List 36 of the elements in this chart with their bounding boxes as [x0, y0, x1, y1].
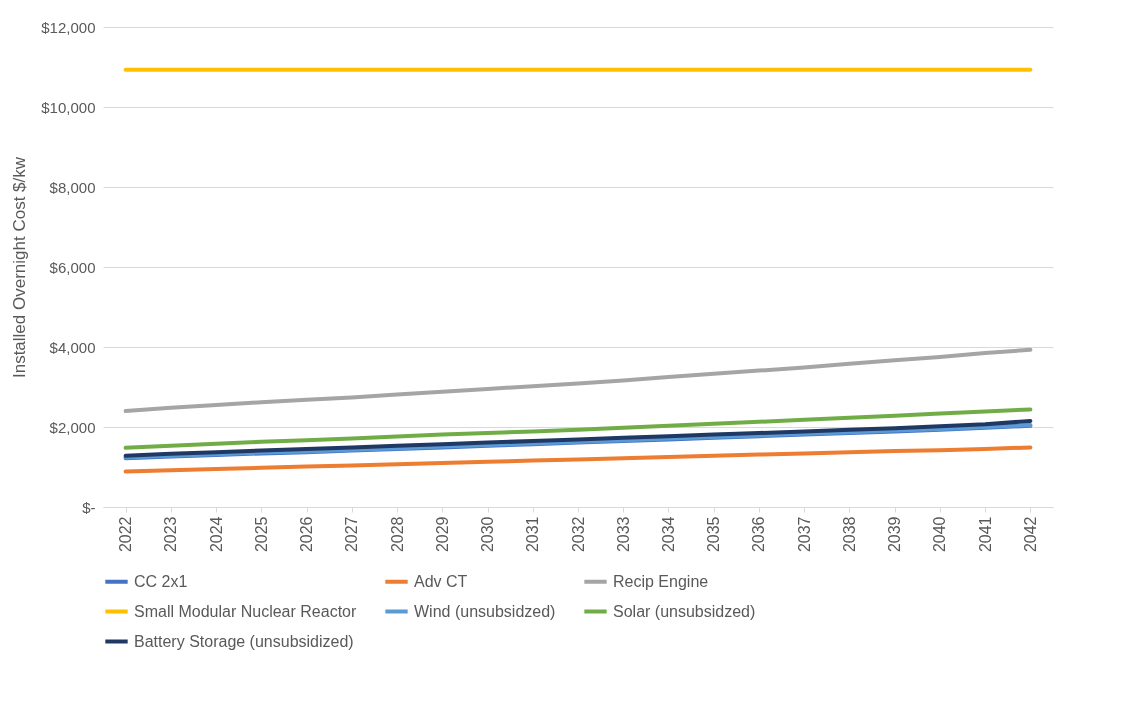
- x-tick-label: 2041: [976, 516, 994, 553]
- legend-label: CC 2x1: [134, 572, 188, 590]
- x-tick-label: 2036: [750, 516, 768, 553]
- y-tick-label: $10,000: [41, 98, 96, 116]
- x-tick-label: 2034: [659, 516, 677, 553]
- y-tick-label: $-: [82, 498, 96, 516]
- x-tick-label: 2035: [705, 516, 723, 553]
- x-tick-label: 2042: [1021, 516, 1039, 553]
- x-tick-label: 2029: [433, 516, 451, 553]
- x-tick-label: 2040: [931, 516, 949, 553]
- x-tick-label: 2026: [298, 516, 316, 553]
- y-tick-label: $12,000: [41, 18, 96, 36]
- x-tick-label: 2025: [252, 516, 270, 553]
- x-tick-label: 2037: [795, 516, 813, 553]
- legend-label: Wind (unsubsidzed): [414, 602, 556, 620]
- x-tick-label: 2023: [162, 516, 180, 553]
- x-tick-label: 2022: [117, 516, 135, 553]
- x-tick-label: 2031: [524, 516, 542, 553]
- y-axis-title: Installed Overnight Cost $/kw: [10, 156, 30, 379]
- x-tick-label: 2039: [886, 516, 904, 553]
- x-tick-label: 2024: [207, 516, 225, 553]
- x-tick-label: 2030: [479, 516, 497, 553]
- x-tick-label: 2027: [343, 516, 361, 553]
- y-tick-label: $4,000: [49, 338, 96, 356]
- legend-label: Battery Storage (unsubsidized): [134, 632, 354, 650]
- legend-label: Recip Engine: [613, 572, 709, 590]
- x-tick-label: 2032: [569, 516, 587, 553]
- y-tick-label: $6,000: [49, 258, 96, 276]
- legend-label: Adv CT: [414, 572, 468, 590]
- y-tick-label: $2,000: [49, 418, 96, 436]
- x-tick-label: 2028: [388, 516, 406, 553]
- legend-label: Solar (unsubsidzed): [613, 602, 756, 620]
- y-tick-label: $8,000: [49, 178, 96, 196]
- x-tick-label: 2033: [614, 516, 632, 553]
- x-tick-label: 2038: [840, 516, 858, 553]
- legend-label: Small Modular Nuclear Reactor: [134, 602, 357, 620]
